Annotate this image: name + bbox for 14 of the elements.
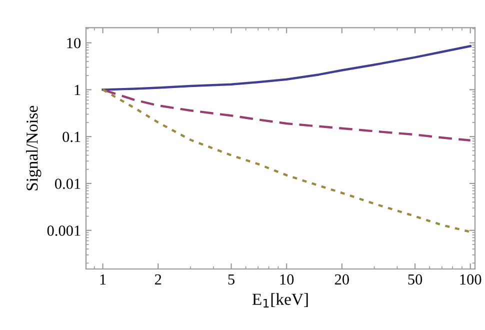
y-tick-label: 0.001 bbox=[47, 226, 80, 236]
y-tick-label: 1 bbox=[74, 84, 80, 95]
x-tick-label: 50 bbox=[408, 274, 422, 285]
x-tick-label: 1 bbox=[100, 274, 106, 284]
x-tick-label: 10 bbox=[280, 274, 294, 285]
y-tick-label: 0.01 bbox=[54, 178, 80, 189]
x-tick-label: 100 bbox=[460, 274, 482, 285]
y-axis-title: Signal/Noise bbox=[26, 106, 42, 190]
x-tick-label: 2 bbox=[154, 274, 162, 284]
y-tick-label: 0.1 bbox=[62, 132, 80, 142]
x-axis-title: E$_{1}$[keV] bbox=[252, 293, 308, 308]
x-tick-label: 20 bbox=[334, 274, 349, 285]
y-tick-label: 10 bbox=[67, 38, 81, 48]
x-tick-label: 5 bbox=[228, 274, 234, 285]
